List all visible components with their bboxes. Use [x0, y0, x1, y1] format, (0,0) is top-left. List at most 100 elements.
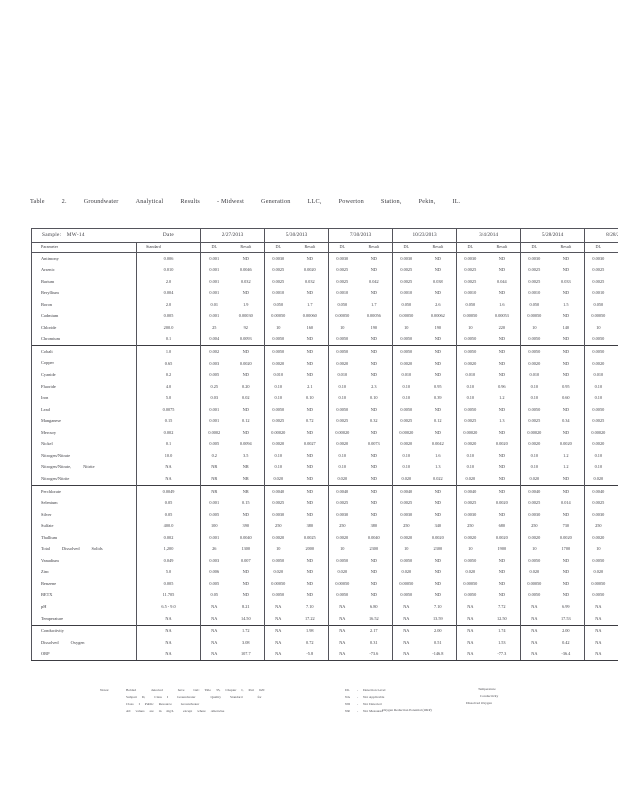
dl-value: 0.00020: [271, 429, 286, 435]
table-row: Conductivity NA NA 1.72 NA 1.98 NA 2.17 NA 2.00 NA…: [31, 624, 618, 638]
result-value: 2000: [291, 543, 330, 556]
header-row-dates: Sample: MW-14 Date 2/27/2013 5/30/2013 7…: [30, 228, 618, 243]
dl-value: 0.020: [465, 569, 476, 575]
dl-value: 0.050: [529, 301, 540, 307]
dl-value: NA: [275, 639, 282, 645]
result-value: 2.6: [419, 299, 458, 311]
result-value: 0.042: [355, 276, 394, 288]
result-value: 0.00053: [483, 310, 522, 323]
result-value: -36.4: [547, 648, 586, 662]
dl-header-2: DL: [328, 242, 356, 253]
result-value: -73.6: [355, 648, 394, 662]
result-header-6: Result: [611, 242, 618, 253]
result-value: 1900: [483, 543, 522, 556]
title-word: Generation: [261, 198, 291, 205]
standard-col-header: Standard: [136, 242, 202, 253]
result-value: 0.0020: [547, 532, 586, 544]
dl-value: 0.0025: [464, 418, 477, 424]
table-row: Silver 0.05 0.005 ND 0.0030 ND 0.0030 ND 0.0030 N…: [31, 509, 618, 521]
parameter-name: pH: [31, 601, 137, 613]
dl-value: 25: [212, 324, 217, 330]
dl-value: 0.0030: [400, 511, 413, 517]
result-value: 6.80: [355, 601, 394, 613]
dl-value: 0.00050: [271, 580, 286, 586]
result-value: ND: [419, 357, 458, 370]
dl-value: NA: [275, 604, 282, 610]
dl-value: 0.001: [209, 267, 220, 273]
result-value: ND: [547, 578, 586, 590]
result-value: ND: [355, 333, 394, 346]
table-row: Barium 2.0 0.001 0.032 0.0025 0.032 0.0025 0.04…: [31, 276, 618, 288]
result-value: 2.00: [419, 624, 458, 638]
result-value: 0.0040: [355, 532, 394, 544]
title-word: Groundwater: [83, 198, 119, 205]
dl-header-3: DL: [392, 242, 420, 253]
dl-value: 0.2: [211, 452, 217, 458]
result-value: -146.8: [419, 648, 458, 662]
table-row: Thallium 0.002 0.001 0.0040 0.0020 0.0025 0.00…: [31, 532, 618, 544]
note-w: 35,: [215, 688, 221, 692]
result-value: ND: [355, 578, 394, 590]
result-value: ND: [483, 427, 522, 439]
standard-value: 0.0049: [136, 484, 202, 498]
dl-value: 0.25: [210, 383, 219, 389]
dl-value: NR: [211, 464, 218, 470]
result-value: 190: [355, 322, 394, 334]
dl-value: NA: [200, 624, 228, 638]
note-w: IAC: [193, 688, 200, 692]
dl-value: 0.006: [209, 569, 220, 575]
table-row: Nitrogen/Nitrate 10.0 0.2 3.5 0.10 ND 0.10 ND 0.…: [31, 450, 618, 462]
dl-value: NA: [467, 615, 474, 621]
table-row: Nitrogen/Nitrate, Nitrite NA NR NR 0.10 ND 0.10…: [31, 461, 618, 474]
dl-value: 0.0025: [528, 418, 541, 424]
dl-value: 0.010: [337, 372, 348, 378]
result-value: ND: [355, 427, 394, 439]
result-value: 0.72: [291, 637, 330, 649]
dl-value: 0.020: [273, 476, 284, 482]
parameter-name: Cyanide: [31, 369, 137, 382]
parameter-name: Vanadium: [31, 555, 137, 567]
result-value: ND: [483, 589, 522, 602]
result-value: 2.17: [355, 624, 394, 638]
dl-value: 0.00020: [335, 429, 350, 435]
result-value: 0.044: [483, 276, 522, 288]
dl-value: 0.0020: [528, 441, 541, 447]
result-value: 13.59: [419, 612, 458, 625]
dl-value: 0.005: [209, 511, 220, 517]
dl-value: 0.10: [338, 464, 347, 470]
standard-value: 0.005: [136, 578, 202, 590]
result-value: ND: [611, 497, 618, 510]
result-value: ND: [355, 404, 394, 416]
result-value: ND: [291, 369, 330, 382]
note-w: except: [183, 709, 193, 713]
parameter-name: Thallium: [31, 532, 137, 544]
result-value: ND: [547, 287, 586, 300]
result-value: ND: [611, 473, 618, 486]
dl-value: 0.0025: [400, 418, 413, 424]
dl-value: 0.10: [274, 395, 283, 401]
dl-value: 0.10: [530, 464, 539, 470]
dl-value: 0.0002: [208, 429, 221, 435]
result-value: ND: [355, 555, 394, 567]
dl-value: NA: [403, 615, 410, 621]
dl-value: 0.005: [209, 372, 220, 378]
result-value: 0.96: [483, 381, 522, 393]
table-row: Boron 2.0 0.01 1.9 0.050 1.7 0.050 1.7 0.050 2.6 0…: [31, 299, 618, 311]
abbr-dash: -: [357, 695, 359, 699]
sample-id: MW-14: [66, 231, 85, 238]
note-w: are: [149, 709, 154, 713]
result-header-0: Result: [227, 242, 266, 253]
dl-value: NA: [531, 615, 538, 621]
dl-value: 0.00050: [335, 313, 350, 319]
result-value: NR: [227, 461, 266, 474]
parameter-name: Chromium: [31, 333, 137, 346]
parameter-name: ORP: [31, 648, 137, 662]
result-value: 0.42: [547, 637, 586, 649]
result-value: 7.10: [419, 601, 458, 613]
dl-value: 0.00050: [399, 580, 414, 586]
dl-value: 0.10: [338, 383, 347, 389]
dl-value: 0.0025: [336, 267, 349, 273]
dl-value: 0.0040: [328, 484, 356, 498]
dl-value: 10: [404, 546, 409, 552]
dl-value: 0.002: [200, 345, 228, 358]
